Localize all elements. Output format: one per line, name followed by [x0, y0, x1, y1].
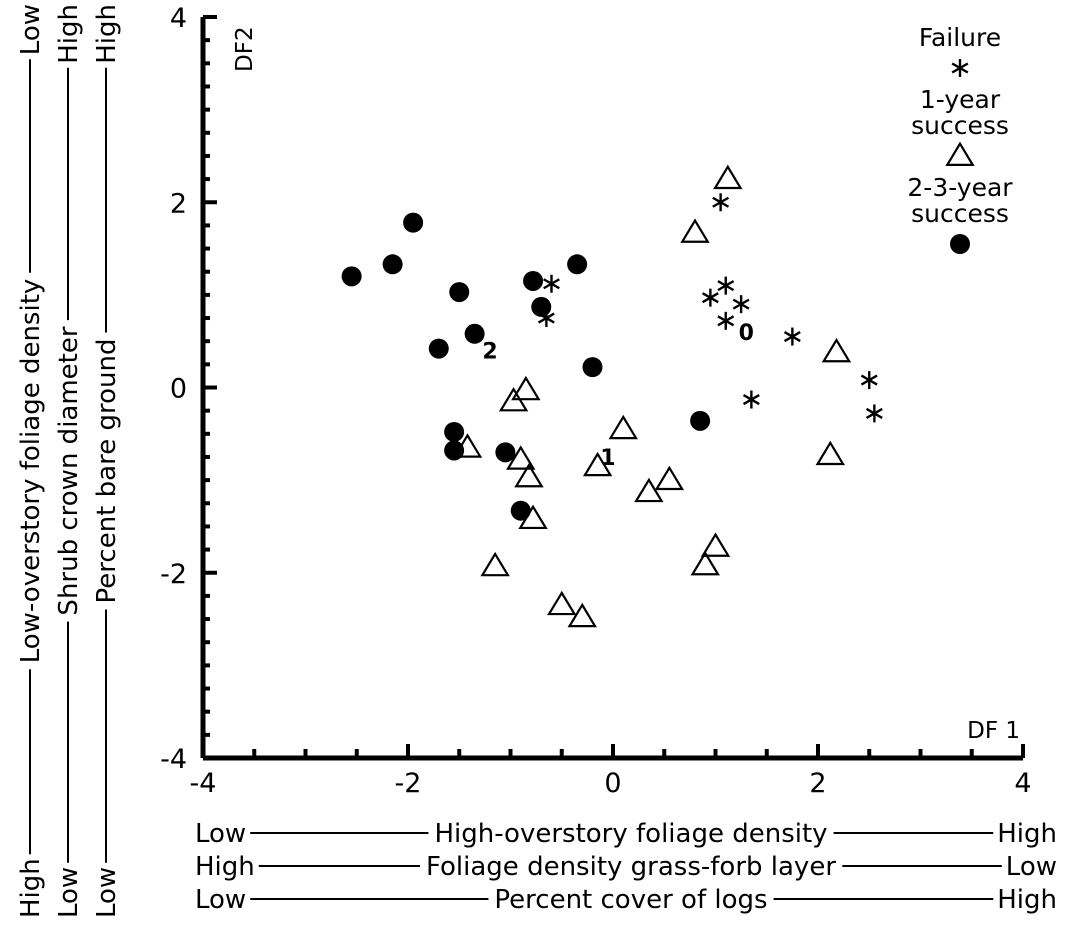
- triangle-marker: [682, 221, 708, 242]
- ylabel-left: High: [16, 858, 46, 918]
- ylabel-left: Low: [54, 867, 84, 918]
- triangle-marker: [549, 593, 575, 614]
- triangle-marker: [657, 468, 683, 489]
- centroid-label: 0: [739, 321, 754, 346]
- circle-marker: [523, 271, 543, 291]
- tick-marks: [203, 17, 1023, 758]
- axes: [203, 17, 1023, 758]
- ylabel-left: Low: [92, 867, 122, 918]
- x-axis-name: DF 1: [967, 718, 1020, 744]
- xlabel-middle: High-overstory foliage density: [434, 819, 827, 849]
- circle-marker: [583, 357, 603, 377]
- triangle-marker: [569, 605, 595, 626]
- centroid-label: 2: [482, 339, 497, 364]
- asterisk-marker: [744, 391, 760, 409]
- x-tick-label: 4: [1014, 768, 1031, 799]
- circle-marker: [444, 440, 464, 460]
- triangle-marker: [947, 144, 973, 165]
- circle-marker: [950, 234, 970, 254]
- data-points: [342, 167, 883, 626]
- legend-label: Failure: [919, 23, 1001, 52]
- ylabel-line: Low Percent bare ground High: [92, 4, 122, 918]
- triangle-marker: [818, 443, 844, 464]
- y-axis-name: DF2: [232, 26, 258, 72]
- y-axis-label-lines: High Low-overstory foliage density Low Low S…: [16, 4, 122, 918]
- triangle-marker: [482, 554, 508, 575]
- y-tick-label: -2: [160, 559, 187, 590]
- xlabel-left: Low: [195, 885, 246, 915]
- xlabel-left: High: [195, 852, 255, 882]
- centroid-labels: 0 1 2: [482, 321, 754, 471]
- ylabel-line: High Low-overstory foliage density Low: [16, 4, 46, 918]
- xlabel-left: Low: [195, 819, 246, 849]
- x-axis-label-lines: Low High-overstory foliage density High Hig…: [195, 819, 1057, 915]
- asterisk-marker: [785, 328, 801, 346]
- legend-label: success: [911, 111, 1009, 140]
- ylabel-right: High: [54, 4, 84, 64]
- y-tick-label: 0: [170, 374, 187, 405]
- circle-marker: [495, 442, 515, 462]
- y-tick-label: -4: [160, 744, 187, 775]
- ylabel-middle: Low-overstory foliage density: [16, 279, 46, 664]
- asterisk-marker: [861, 371, 877, 389]
- xlabel-right: High: [997, 885, 1057, 915]
- triangle-marker: [610, 417, 636, 438]
- xlabel-right: High: [997, 819, 1057, 849]
- circle-marker: [690, 411, 710, 431]
- asterisk-marker: [867, 404, 883, 422]
- triangle-marker: [636, 480, 662, 501]
- legend-label: 2-3-year: [907, 173, 1013, 202]
- circle-marker: [511, 501, 531, 521]
- xlabel-right: Low: [1006, 852, 1057, 882]
- circle-marker: [444, 422, 464, 442]
- triangle-marker: [824, 340, 850, 361]
- circle-marker: [429, 339, 449, 359]
- triangle-marker: [703, 535, 729, 556]
- x-tick-label: 0: [604, 768, 621, 799]
- circle-marker: [403, 213, 423, 233]
- legend-label: success: [911, 199, 1009, 228]
- y-tick-label: 2: [170, 188, 187, 219]
- x-tick-label: 2: [809, 768, 826, 799]
- circle-marker: [531, 297, 551, 317]
- ylabel-right: High: [92, 4, 122, 64]
- ylabel-middle: Shrub crown diameter: [54, 326, 84, 615]
- y-tick-label: 4: [170, 3, 187, 34]
- ylabel-right: Low: [16, 4, 46, 55]
- asterisk-marker: [713, 193, 729, 211]
- circle-marker: [567, 254, 587, 274]
- legend-label: 1-year: [920, 85, 1001, 114]
- xlabel-middle: Percent cover of logs: [494, 885, 767, 915]
- triangle-marker: [715, 167, 741, 188]
- asterisk-marker: [544, 275, 560, 293]
- ylabel-line: Low Shrub crown diameter High: [54, 4, 84, 918]
- circle-marker: [342, 266, 362, 286]
- x-tick-label: -4: [190, 768, 217, 799]
- tick-labels: -4 -2 0 2 4 4 2 0 -2 -4: [160, 3, 1032, 799]
- asterisk-marker: [952, 59, 968, 77]
- circle-marker: [383, 254, 403, 274]
- circle-marker: [449, 282, 469, 302]
- ylabel-middle: Percent bare ground: [92, 339, 122, 604]
- asterisk-marker: [718, 277, 734, 295]
- xlabel-middle: Foliage density grass-forb layer: [426, 852, 836, 882]
- asterisk-marker: [718, 312, 734, 330]
- asterisk-marker: [733, 295, 749, 313]
- x-tick-label: -2: [395, 768, 422, 799]
- asterisk-marker: [703, 289, 719, 307]
- centroid-label: 1: [600, 446, 615, 471]
